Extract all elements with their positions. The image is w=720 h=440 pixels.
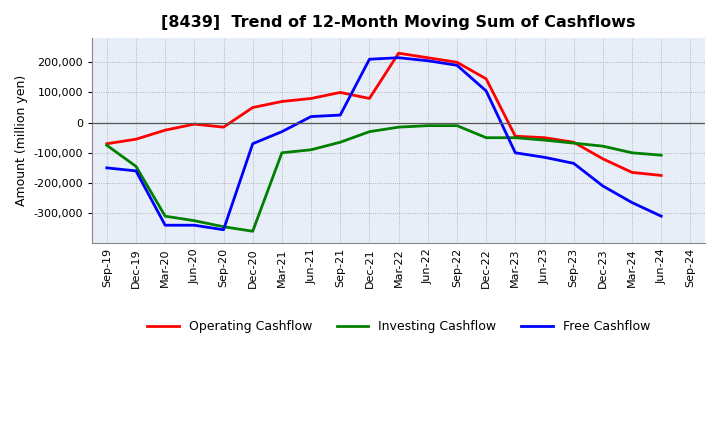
Free Cashflow [570,161,578,166]
Line: Free Cashflow: Free Cashflow [107,58,661,230]
Operating Cashflow [278,99,287,104]
Operating Cashflow [598,156,607,161]
Free Cashflow [248,141,257,147]
Operating Cashflow [453,59,462,65]
Operating Cashflow [336,90,345,95]
Free Cashflow [132,168,140,173]
Investing Cashflow [657,153,665,158]
Free Cashflow [482,88,490,94]
Free Cashflow [657,213,665,219]
Investing Cashflow [102,143,111,148]
Operating Cashflow [628,170,636,175]
Free Cashflow [161,223,169,228]
Investing Cashflow [278,150,287,155]
Investing Cashflow [365,129,374,134]
Operating Cashflow [540,135,549,140]
Investing Cashflow [161,213,169,219]
Legend: Operating Cashflow, Investing Cashflow, Free Cashflow: Operating Cashflow, Investing Cashflow, … [143,315,655,338]
Operating Cashflow [657,173,665,178]
Operating Cashflow [190,121,199,127]
Free Cashflow [365,57,374,62]
Free Cashflow [423,58,432,63]
Investing Cashflow [132,164,140,169]
Free Cashflow [336,113,345,118]
Investing Cashflow [219,224,228,229]
Free Cashflow [190,223,199,228]
Y-axis label: Amount (million yen): Amount (million yen) [15,75,28,206]
Investing Cashflow [423,123,432,128]
Operating Cashflow [102,141,111,147]
Operating Cashflow [570,139,578,145]
Operating Cashflow [248,105,257,110]
Operating Cashflow [219,125,228,130]
Operating Cashflow [395,51,403,56]
Investing Cashflow [307,147,315,152]
Free Cashflow [278,129,287,134]
Investing Cashflow [598,143,607,149]
Investing Cashflow [336,139,345,145]
Free Cashflow [102,165,111,171]
Line: Investing Cashflow: Investing Cashflow [107,126,661,231]
Free Cashflow [598,183,607,189]
Operating Cashflow [132,136,140,142]
Investing Cashflow [570,140,578,146]
Operating Cashflow [482,76,490,81]
Investing Cashflow [511,135,520,140]
Free Cashflow [219,227,228,232]
Operating Cashflow [423,55,432,60]
Investing Cashflow [482,135,490,140]
Operating Cashflow [365,96,374,101]
Free Cashflow [395,55,403,60]
Title: [8439]  Trend of 12-Month Moving Sum of Cashflows: [8439] Trend of 12-Month Moving Sum of C… [161,15,636,30]
Operating Cashflow [511,134,520,139]
Free Cashflow [511,150,520,155]
Free Cashflow [628,200,636,205]
Free Cashflow [307,114,315,119]
Investing Cashflow [395,125,403,130]
Free Cashflow [540,155,549,160]
Investing Cashflow [628,150,636,155]
Investing Cashflow [540,137,549,143]
Line: Operating Cashflow: Operating Cashflow [107,53,661,176]
Free Cashflow [453,62,462,68]
Investing Cashflow [190,218,199,224]
Operating Cashflow [161,128,169,133]
Investing Cashflow [248,229,257,234]
Investing Cashflow [453,123,462,128]
Operating Cashflow [307,96,315,101]
